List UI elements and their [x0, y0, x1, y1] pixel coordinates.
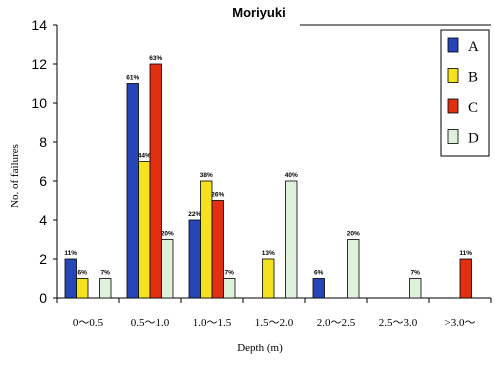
bar-data-label: 7% [411, 270, 421, 277]
bar-a [65, 259, 77, 298]
bar-d [286, 181, 298, 298]
x-tick-label: 0～0.5 [73, 317, 104, 329]
bar-c [212, 201, 224, 299]
y-tick-label: 14 [31, 17, 47, 33]
bar-d [410, 279, 422, 299]
y-axis-label: No. of failures [9, 144, 21, 208]
y-tick-label: 10 [31, 95, 47, 111]
x-axis-label: Depth (m) [237, 342, 283, 354]
y-tick-label: 12 [31, 56, 47, 72]
bar-data-label: 63% [149, 55, 162, 62]
bar-data-label: 20% [161, 231, 174, 238]
bars-group: 11% 6% 7% 61% 44% 63% 20% 22% 38% 26% 7% 13% 40% 6% 20… [64, 55, 472, 298]
x-tick-label: >3.0～ [445, 317, 476, 329]
legend-swatch-d [448, 130, 458, 144]
bar-data-label: 11% [459, 250, 472, 257]
bar-a [189, 220, 201, 298]
bar-b [139, 162, 151, 299]
bar-d [162, 240, 174, 299]
chart-title: Moriyuki [232, 5, 285, 20]
legend-label-d: D [468, 131, 479, 147]
bar-data-label: 40% [285, 172, 298, 179]
bar-c [150, 64, 162, 298]
y-tick-label: 0 [39, 290, 47, 306]
bar-data-label: 7% [225, 270, 235, 277]
bar-data-label: 6% [78, 270, 88, 277]
legend-swatch-c [448, 99, 458, 113]
y-tick-label: 4 [39, 212, 47, 228]
y-tick-label: 8 [39, 134, 47, 150]
bar-data-label: 6% [314, 270, 324, 277]
bar-b [201, 181, 213, 298]
x-tick-label: 2.5～3.0 [379, 317, 418, 329]
bar-data-label: 38% [200, 172, 213, 179]
bar-data-label: 7% [101, 270, 111, 277]
bar-b [77, 279, 89, 299]
bar-data-label: 20% [347, 231, 360, 238]
legend-swatch-a [448, 38, 458, 52]
x-tick-label: 1.5～2.0 [255, 317, 294, 329]
bar-c [460, 259, 472, 298]
bar-data-label: 26% [211, 192, 224, 199]
bar-data-label: 44% [138, 153, 151, 160]
bar-data-label: 11% [64, 250, 77, 257]
bar-a [313, 279, 325, 299]
bar-d [100, 279, 112, 299]
bar-data-label: 61% [126, 75, 139, 82]
legend-label-c: C [468, 100, 478, 116]
bar-b [263, 259, 275, 298]
y-tick-label: 2 [39, 251, 47, 267]
x-tick-label: 1.0～1.5 [193, 317, 232, 329]
bar-data-label: 22% [188, 211, 201, 218]
bar-d [224, 279, 236, 299]
legend-swatch-b [448, 69, 458, 83]
y-tick-label: 6 [39, 173, 47, 189]
x-tick-label: 0.5～1.0 [131, 317, 170, 329]
legend-label-b: B [468, 70, 478, 86]
bar-a [127, 84, 139, 299]
bar-d [348, 240, 360, 299]
bar-data-label: 13% [262, 250, 275, 257]
x-tick-label: 2.0～2.5 [317, 317, 356, 329]
legend-label-a: A [468, 39, 479, 55]
